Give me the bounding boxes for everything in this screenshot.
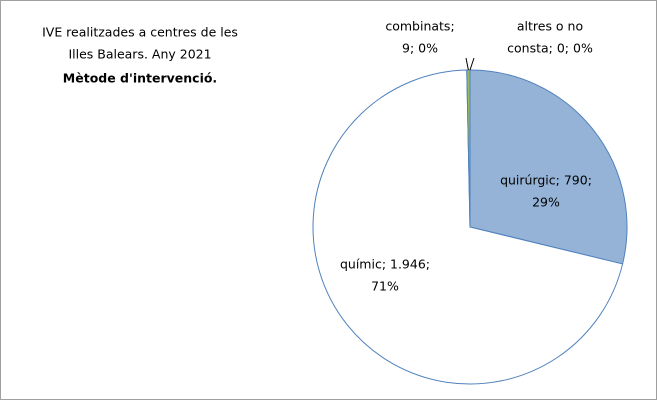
data-label: 9; 0% [402, 41, 438, 56]
data-label: 29% [532, 195, 560, 210]
data-label: altres o no [517, 19, 583, 34]
chart-subtitle: Mètode d'intervenció. [63, 71, 217, 86]
data-label: quirúrgic; 790; [500, 173, 592, 188]
data-label: combinats; [385, 19, 454, 34]
leader-line [469, 57, 475, 71]
leader-line [465, 57, 469, 71]
chart-title-line: Illes Balears. Any 2021 [68, 47, 211, 62]
data-label: consta; 0; 0% [507, 41, 593, 56]
pie-slice [312, 69, 624, 385]
data-label: químic; 1.946; [340, 257, 430, 272]
chart-title-line: IVE realitzades a centres de les [42, 25, 238, 40]
data-label: 71% [371, 279, 399, 294]
pie-slice [469, 69, 628, 265]
